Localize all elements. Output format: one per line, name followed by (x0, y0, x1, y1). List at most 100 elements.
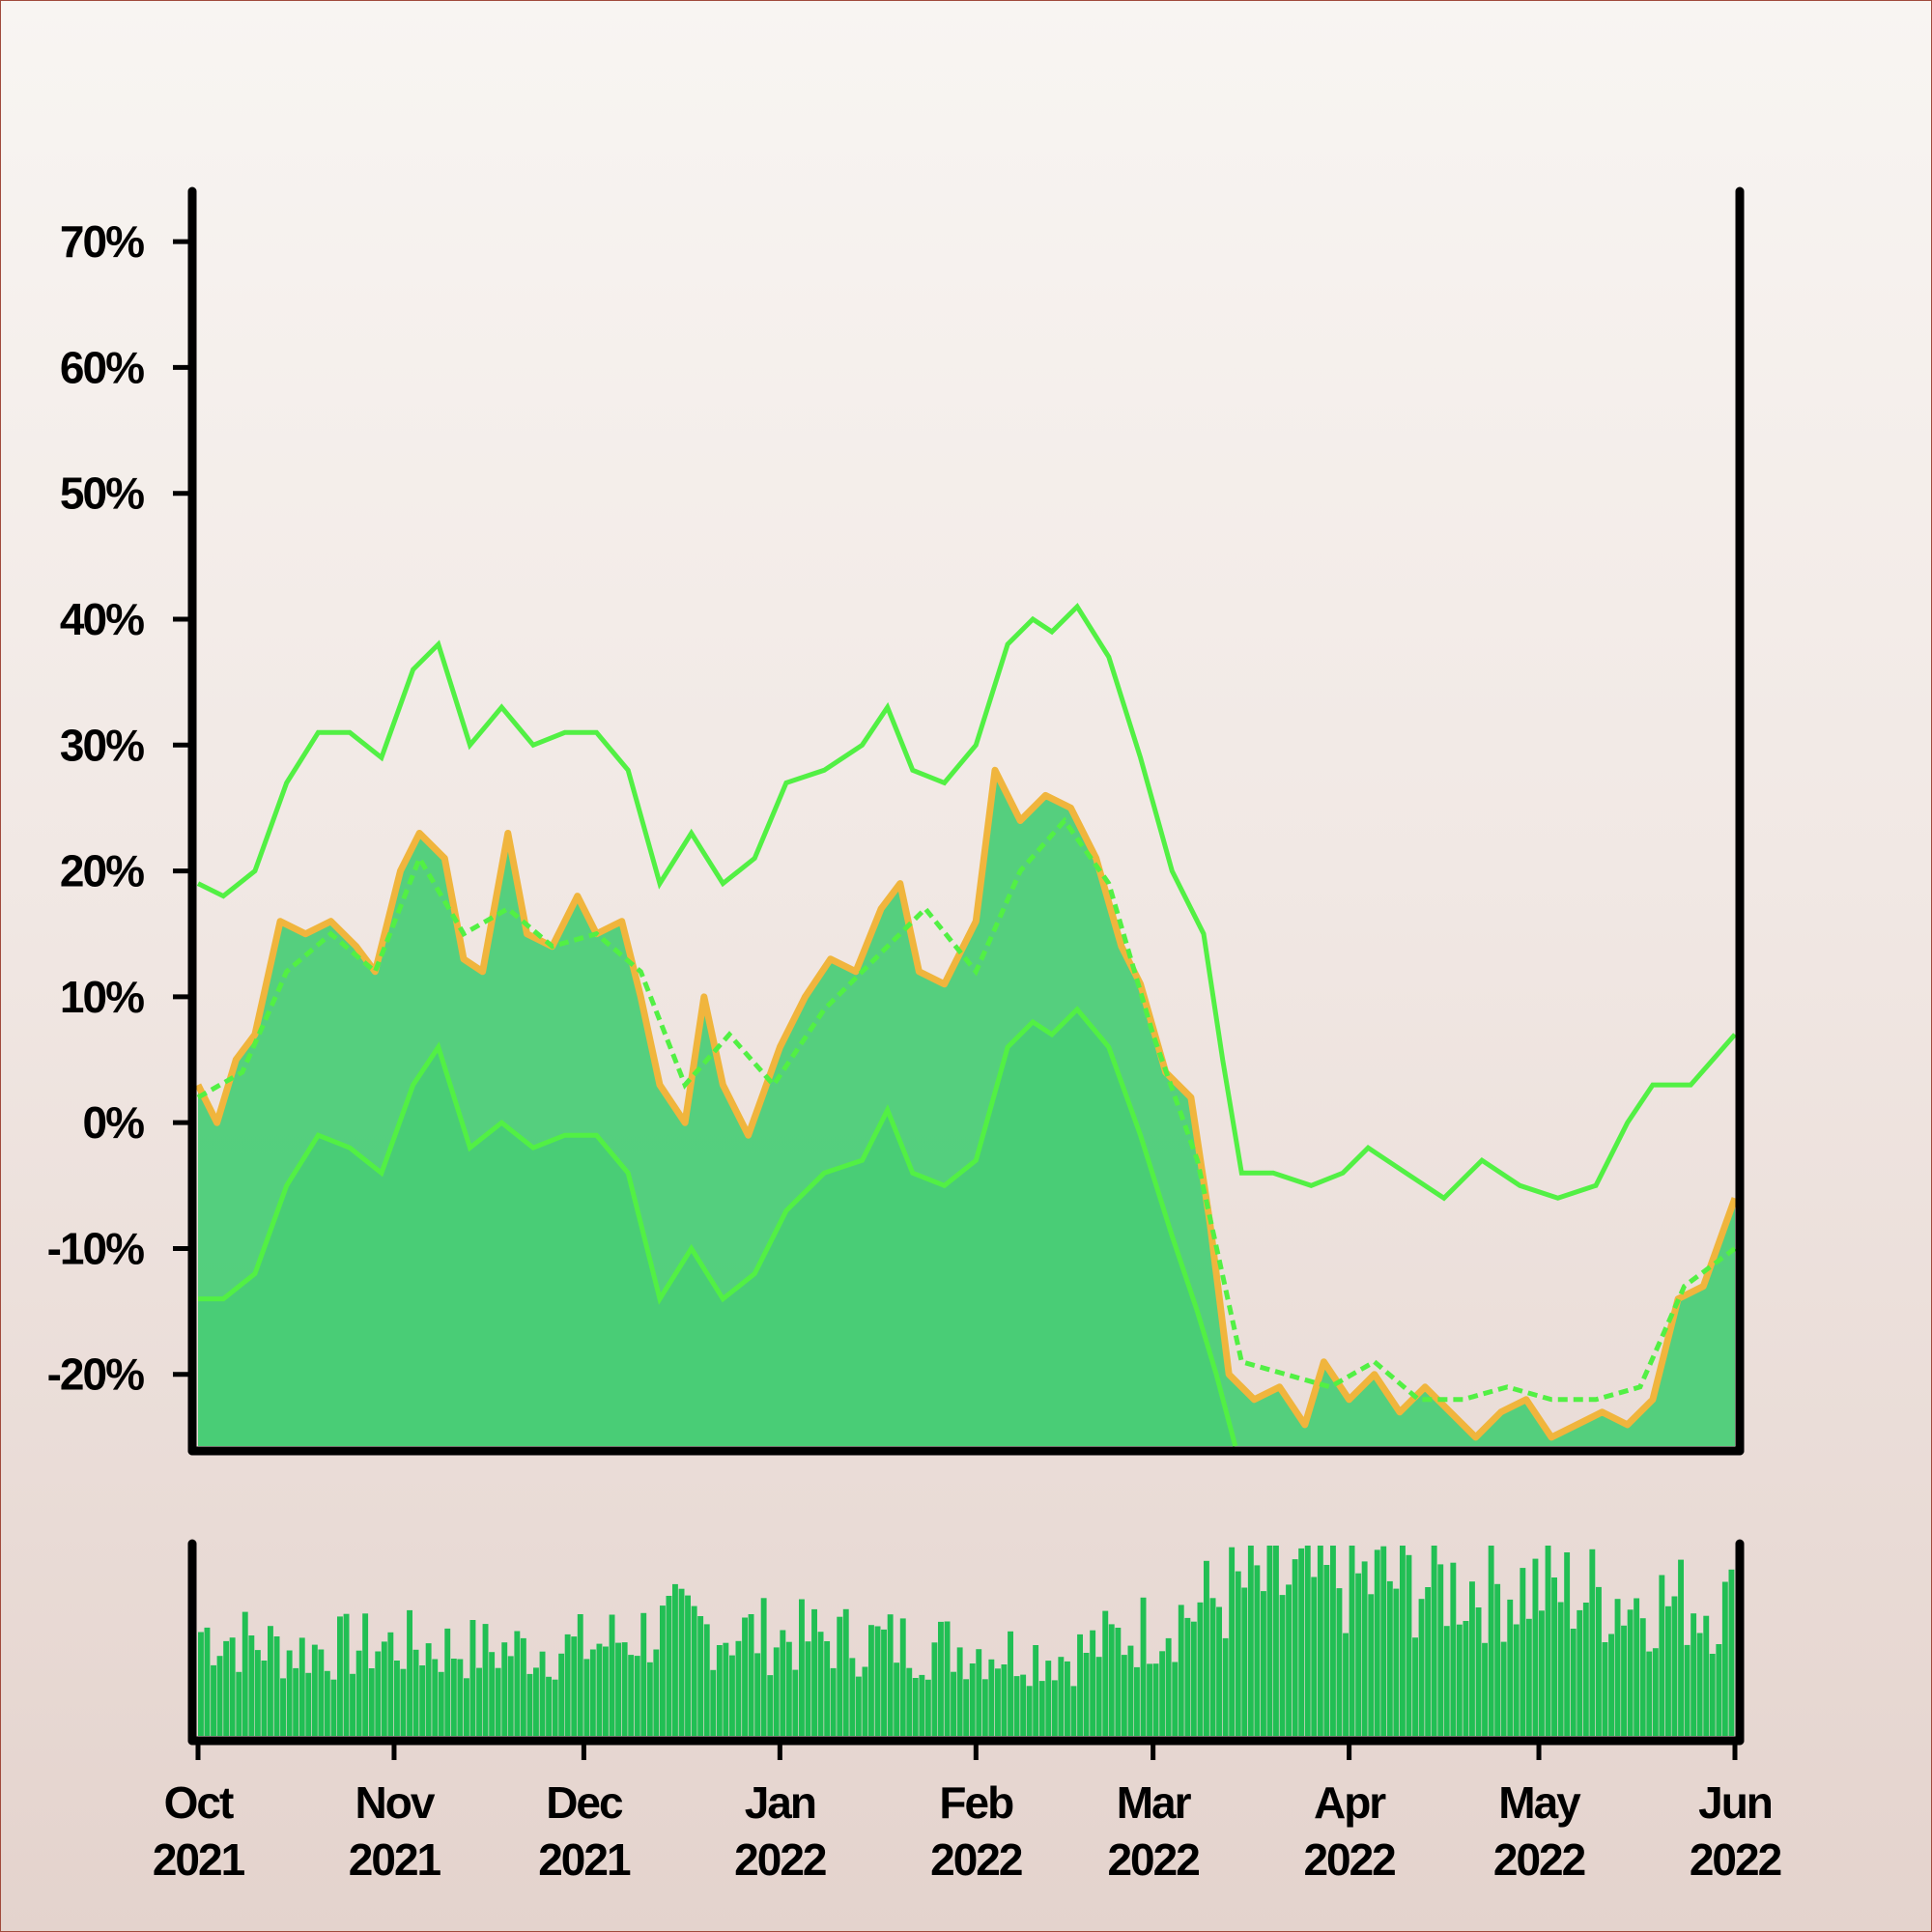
volume-bar (938, 1621, 944, 1736)
volume-bar (1216, 1606, 1222, 1736)
volume-bar (407, 1609, 412, 1736)
y-tick-label: 60% (60, 342, 144, 392)
volume-bar (678, 1588, 685, 1736)
volume-bar (1589, 1548, 1596, 1736)
volume-bar (577, 1614, 583, 1736)
volume-bar (1090, 1630, 1096, 1736)
y-tick-label: 50% (60, 469, 144, 519)
x-tick-label-year: 2022 (1303, 1834, 1395, 1885)
volume-bar (1292, 1559, 1298, 1736)
volume-bar (211, 1664, 216, 1736)
x-tick-label-year: 2022 (1690, 1834, 1781, 1885)
volume-bar (489, 1652, 496, 1736)
volume-bar (280, 1678, 286, 1736)
volume-bar (1551, 1577, 1557, 1736)
x-tick-label-month: Oct (164, 1777, 234, 1828)
volume-bar (432, 1659, 439, 1736)
volume-bar (362, 1613, 369, 1736)
volume-bar (273, 1636, 280, 1736)
volume-bar (1147, 1663, 1152, 1736)
volume-bar (1279, 1595, 1286, 1736)
volume-bar (495, 1667, 501, 1736)
volume-bar (1393, 1588, 1400, 1736)
volume-bar (482, 1624, 489, 1736)
volume-bar (1184, 1617, 1191, 1736)
volume-bar (1065, 1661, 1070, 1736)
volume-bar (660, 1605, 666, 1736)
volume-bars (198, 1546, 1735, 1736)
volume-bar (1507, 1599, 1514, 1736)
volume-bar (1596, 1586, 1602, 1736)
volume-bar (387, 1632, 394, 1736)
volume-bar (1013, 1676, 1020, 1736)
volume-bar (1108, 1624, 1115, 1736)
volume-bar (1639, 1618, 1646, 1736)
volume-bar (464, 1678, 469, 1736)
volume-bar (1380, 1546, 1387, 1736)
volume-bar (1412, 1637, 1418, 1736)
volume-bar (1115, 1628, 1122, 1736)
volume-bar (1095, 1657, 1102, 1736)
volume-bar (450, 1659, 457, 1736)
volume-bar (1159, 1651, 1166, 1736)
volume-bar (204, 1627, 211, 1736)
volume-bar (792, 1669, 799, 1736)
volume-bar (1298, 1548, 1305, 1736)
volume-bar (1336, 1588, 1343, 1736)
volume-bar (1488, 1546, 1494, 1736)
volume-bar (742, 1617, 748, 1736)
volume-bar (343, 1613, 350, 1736)
y-tick-label: -10% (47, 1223, 144, 1273)
x-tick-label-month: Mar (1117, 1777, 1192, 1828)
volume-bar (298, 1637, 305, 1736)
volume-bar (1494, 1583, 1501, 1736)
volume-bar (881, 1629, 887, 1736)
volume-bar (931, 1642, 938, 1736)
volume-bar (1557, 1602, 1564, 1736)
volume-bar (842, 1608, 849, 1736)
volume-bar (640, 1612, 647, 1736)
volume-bar (969, 1663, 976, 1736)
volume-bar (1431, 1546, 1437, 1736)
volume-bar (785, 1641, 792, 1736)
volume-bar (1482, 1642, 1488, 1736)
volume-bar (425, 1643, 432, 1736)
volume-bar (653, 1649, 660, 1736)
volume-bar (571, 1636, 578, 1736)
volume-bar (400, 1668, 407, 1736)
volume-bar (887, 1614, 894, 1736)
volume-bar (1425, 1587, 1432, 1736)
volume-bar (248, 1635, 255, 1736)
x-tick-label-month: Jan (745, 1777, 815, 1828)
volume-bar (1500, 1641, 1507, 1736)
volume-bar (729, 1655, 735, 1736)
x-tick-label-year: 2022 (734, 1834, 826, 1885)
volume-bar (457, 1659, 464, 1736)
volume-bar (546, 1676, 552, 1736)
volume-bar (1070, 1686, 1077, 1736)
volume-bar (1349, 1546, 1355, 1736)
volume-bar (1261, 1591, 1266, 1736)
volume-bar (837, 1616, 843, 1736)
volume-bar (261, 1661, 268, 1736)
volume-bar (1355, 1573, 1362, 1736)
volume-bar (995, 1668, 1001, 1736)
volume-bar (564, 1634, 571, 1736)
volume-bar (919, 1674, 925, 1736)
x-tick-label-year: 2021 (349, 1834, 441, 1885)
volume-bar (811, 1608, 817, 1736)
volume-bar (963, 1679, 970, 1736)
volume-bar (1716, 1644, 1722, 1736)
volume-bar (1058, 1657, 1065, 1736)
volume-bar (1690, 1613, 1697, 1736)
volume-bar (899, 1618, 906, 1736)
volume-bar (1386, 1580, 1393, 1736)
moving-average-line (196, 816, 1737, 1403)
volume-bar (634, 1656, 640, 1736)
main-plot: 70% 60% 50% 40% 30% 20% 10% 0% -10% -20% (47, 186, 1745, 1456)
volume-bar (514, 1631, 521, 1736)
volume-bar (830, 1667, 837, 1736)
volume-bar (330, 1679, 337, 1736)
volume-bar (1671, 1596, 1678, 1736)
volume-bar (1323, 1565, 1330, 1736)
